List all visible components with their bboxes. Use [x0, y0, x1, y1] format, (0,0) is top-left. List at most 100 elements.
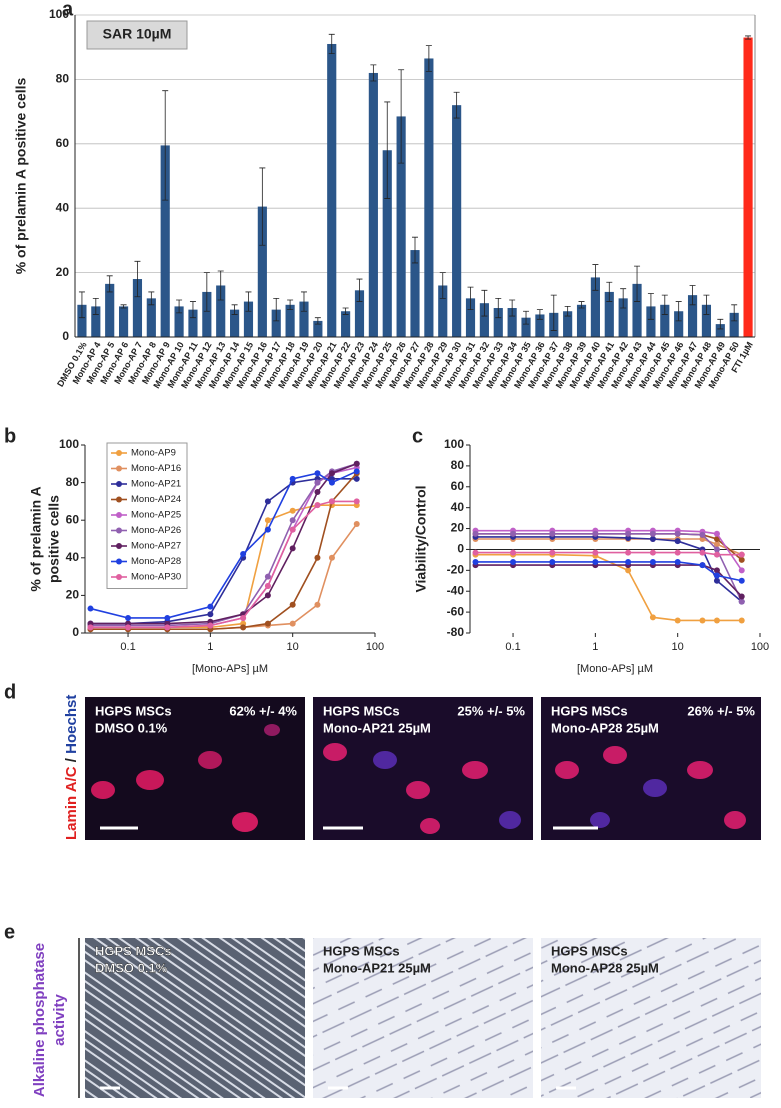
- bar: [216, 285, 226, 337]
- data-point: [328, 479, 335, 486]
- y-tick-label: -40: [447, 583, 465, 597]
- y-tick-label: 60: [66, 512, 80, 526]
- bar: [452, 105, 462, 337]
- error-bar: [467, 286, 474, 311]
- data-point: [713, 617, 720, 624]
- legend-marker: [116, 496, 122, 503]
- legend-marker: [116, 465, 122, 472]
- data-point: [674, 549, 681, 556]
- bar: [132, 279, 143, 337]
- bar: [299, 301, 309, 337]
- error-bar: [523, 310, 530, 325]
- data-point: [314, 601, 321, 608]
- image: [85, 938, 305, 1098]
- data-point: [699, 531, 706, 538]
- bar: [230, 309, 240, 337]
- data-point: [207, 611, 214, 618]
- error-bar: [120, 304, 127, 309]
- image-text: HGPS MSCs: [95, 703, 172, 718]
- bar: [202, 291, 212, 337]
- bar: [118, 306, 129, 337]
- x-axis-label: [Mono-APs] µM: [577, 663, 653, 675]
- annotation-box: [86, 20, 188, 50]
- bar: [563, 311, 573, 337]
- data-point: [289, 620, 296, 627]
- data-point: [328, 470, 335, 477]
- data-point: [649, 549, 656, 556]
- y-axis-label: positive cells: [46, 495, 62, 583]
- error-bar: [495, 297, 502, 319]
- bar: [188, 309, 198, 337]
- error-bar: [134, 260, 141, 298]
- x-tick-label: 10: [287, 641, 299, 653]
- data-point: [699, 536, 706, 542]
- data-point: [713, 572, 720, 579]
- data-point: [264, 592, 271, 599]
- series-line: [90, 500, 357, 629]
- image-stat: 62% +/- 4%: [229, 703, 297, 718]
- series-line: [90, 472, 358, 631]
- bar: [507, 308, 517, 337]
- error-bar: [412, 236, 418, 264]
- data-point: [314, 489, 321, 495]
- data-point: [674, 530, 681, 537]
- side-label: activity: [51, 993, 68, 1045]
- side-label-part: Hoechst: [63, 695, 80, 754]
- data-point: [472, 558, 479, 565]
- bar: [521, 317, 531, 337]
- x-tick-label: 10: [672, 641, 684, 653]
- data-point: [289, 526, 296, 533]
- bar: [729, 312, 739, 337]
- data-point: [649, 558, 656, 565]
- error-bar: [481, 289, 488, 317]
- error-bar: [425, 45, 432, 72]
- error-bar: [398, 69, 405, 164]
- data-point: [289, 507, 296, 514]
- data-point: [674, 538, 681, 545]
- error-bar: [287, 299, 294, 311]
- data-point: [240, 551, 247, 558]
- data-point: [353, 475, 360, 482]
- y-tick-label: 60: [451, 479, 465, 493]
- error-bar: [745, 35, 752, 40]
- data-point: [314, 502, 321, 509]
- legend-label: Mono-AP25: [131, 510, 181, 521]
- data-point: [289, 475, 296, 482]
- y-tick-label: 40: [56, 200, 70, 214]
- error-bar: [661, 294, 668, 315]
- image-text: Mono-AP21 25µM: [323, 960, 431, 975]
- error-bar: [162, 90, 169, 201]
- y-tick-label: 60: [56, 136, 70, 150]
- image-text: Mono-AP28 25µM: [551, 720, 659, 735]
- bar: [660, 304, 670, 337]
- legend-label: Mono-AP27: [131, 541, 181, 552]
- data-point: [713, 536, 720, 542]
- legend-label: Mono-AP9: [131, 448, 176, 459]
- error-bar: [356, 278, 363, 302]
- data-point: [289, 545, 296, 552]
- bar: [535, 314, 545, 337]
- x-axis-label: [Mono-APs] µM: [192, 663, 268, 675]
- bar: [479, 303, 489, 337]
- y-tick-label: 80: [56, 72, 70, 86]
- legend-marker: [116, 558, 122, 565]
- y-tick-label: 100: [444, 437, 464, 451]
- data-point: [164, 624, 171, 631]
- error-bar: [300, 291, 307, 312]
- bar: [465, 298, 476, 337]
- data-point: [713, 541, 720, 548]
- data-point: [87, 605, 94, 612]
- x-tick-label: 1: [592, 641, 598, 653]
- bar: [91, 306, 101, 337]
- data-point: [87, 624, 94, 631]
- data-point: [713, 577, 720, 584]
- bar: [341, 311, 351, 337]
- bar: [576, 304, 587, 337]
- error-bar: [592, 264, 599, 291]
- bar: [174, 306, 184, 337]
- y-tick-label: 40: [66, 550, 80, 564]
- data-point: [125, 624, 132, 631]
- error-bar: [647, 293, 654, 320]
- bar: [396, 116, 406, 338]
